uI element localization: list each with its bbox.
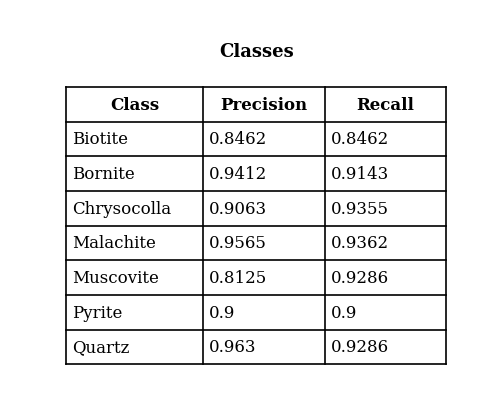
Text: Quartz: Quartz <box>72 339 130 356</box>
Text: 0.9286: 0.9286 <box>330 339 388 356</box>
Text: 0.963: 0.963 <box>209 339 256 356</box>
Text: 0.8462: 0.8462 <box>209 131 267 148</box>
Text: Recall: Recall <box>356 97 414 114</box>
Text: 0.9412: 0.9412 <box>209 166 267 183</box>
Text: 0.9143: 0.9143 <box>330 166 388 183</box>
Text: 0.8125: 0.8125 <box>209 269 267 286</box>
Text: Classes: Classes <box>219 43 294 61</box>
Text: Pyrite: Pyrite <box>72 304 122 321</box>
Text: Precision: Precision <box>220 97 308 114</box>
Text: 0.8462: 0.8462 <box>330 131 388 148</box>
Text: 0.9063: 0.9063 <box>209 200 267 217</box>
Text: 0.9362: 0.9362 <box>330 235 388 252</box>
Text: 0.9286: 0.9286 <box>330 269 388 286</box>
Text: Chrysocolla: Chrysocolla <box>72 200 172 217</box>
Text: 0.9: 0.9 <box>330 304 357 321</box>
Text: 0.9: 0.9 <box>209 304 236 321</box>
Text: 0.9565: 0.9565 <box>209 235 267 252</box>
Text: Bornite: Bornite <box>72 166 135 183</box>
Text: Class: Class <box>110 97 160 114</box>
Text: Muscovite: Muscovite <box>72 269 159 286</box>
Text: 0.9355: 0.9355 <box>330 200 388 217</box>
Text: Malachite: Malachite <box>72 235 156 252</box>
Text: Biotite: Biotite <box>72 131 128 148</box>
